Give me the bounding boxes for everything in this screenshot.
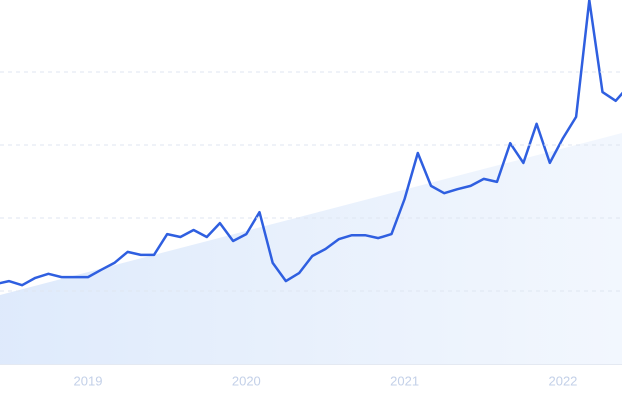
x-tick-label: 2022 bbox=[548, 373, 577, 388]
line bbox=[0, 0, 622, 287]
trend-area bbox=[0, 133, 622, 364]
x-tick-label: 2020 bbox=[232, 373, 261, 388]
plot bbox=[0, 0, 622, 364]
x-tick-label: 2019 bbox=[74, 373, 103, 388]
x-tick-label: 2021 bbox=[390, 373, 419, 388]
